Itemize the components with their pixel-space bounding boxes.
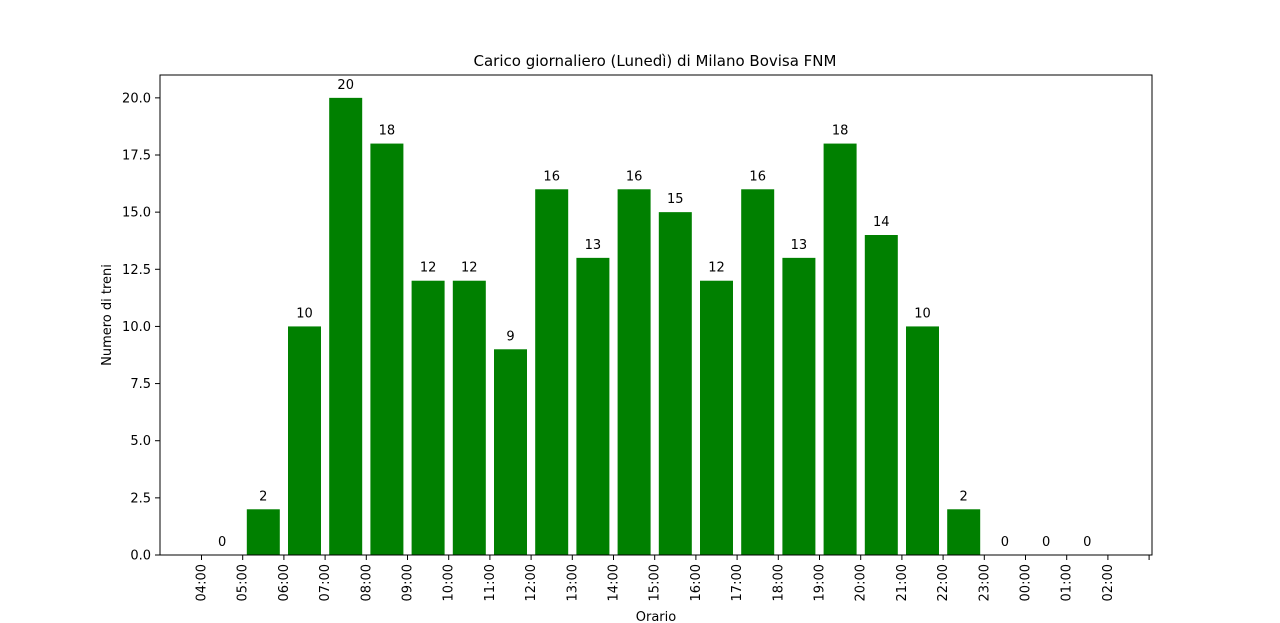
y-tick-label: 7.5 (130, 377, 151, 392)
chart-title: Carico giornaliero (Lunedì) di Milano Bo… (474, 52, 837, 70)
data-label-23:00: 0 (1001, 535, 1009, 550)
bar-05:00 (246, 509, 280, 555)
y-tick-label: 20.0 (122, 91, 151, 106)
x-tick-label: 15:00 (648, 564, 663, 601)
data-label-07:00: 20 (337, 78, 354, 93)
data-label-15:00: 15 (667, 192, 684, 207)
bar-07:00 (329, 97, 363, 555)
data-label-19:00: 18 (832, 124, 849, 139)
data-label-01:00: 0 (1083, 535, 1091, 550)
x-tick-label: 04:00 (195, 564, 210, 601)
y-tick-label: 17.5 (122, 149, 151, 164)
data-label-10:00: 12 (461, 261, 478, 276)
y-tick-label: 0.0 (130, 549, 151, 564)
x-tick-label: 23:00 (977, 564, 992, 601)
data-label-09:00: 12 (420, 261, 437, 276)
x-tick-label: 06:00 (277, 564, 292, 601)
y-tick-label: 15.0 (122, 206, 151, 221)
bar-18:00 (782, 257, 816, 555)
bar-19:00 (823, 143, 857, 556)
x-tick-label: 09:00 (401, 564, 416, 601)
x-tick-label: 10:00 (442, 564, 457, 601)
data-label-00:00: 0 (1042, 535, 1050, 550)
y-tick-label: 2.5 (130, 491, 151, 506)
data-label-22:00: 2 (960, 489, 968, 504)
x-tick-label: 22:00 (936, 564, 951, 601)
bar-15:00 (658, 212, 692, 555)
data-label-14:00: 16 (626, 169, 643, 184)
data-label-13:00: 13 (585, 238, 602, 253)
bar-16:00 (700, 280, 733, 555)
data-label-16:00: 12 (708, 261, 725, 276)
y-tick-label: 10.0 (122, 320, 151, 335)
x-tick-label: 19:00 (813, 564, 828, 601)
x-tick-label: 12:00 (524, 564, 539, 601)
x-tick-label: 07:00 (318, 564, 333, 601)
y-tick-label: 12.5 (122, 263, 151, 278)
x-tick-label: 20:00 (854, 564, 869, 601)
bar-09:00 (411, 280, 445, 555)
bar-12:00 (535, 189, 569, 556)
data-label-11:00: 9 (506, 329, 514, 344)
bar-22:00 (947, 509, 981, 555)
bar-21:00 (906, 326, 939, 555)
data-label-06:00: 10 (296, 306, 313, 321)
bar-13:00 (576, 257, 610, 555)
data-label-08:00: 18 (379, 124, 396, 139)
y-axis-label: Numero di treni (100, 264, 115, 366)
x-tick-label: 00:00 (1019, 564, 1034, 601)
x-axis-label: Orario (636, 610, 677, 623)
x-axis: 04:00 05:00 06:00 07:00 08:00 09:00 10:00 11:00… (195, 555, 1150, 601)
plot-frame (159, 74, 1153, 556)
x-tick-label: 01:00 (1060, 564, 1075, 601)
data-label-05:00: 2 (259, 489, 267, 504)
x-tick-label: 05:00 (236, 564, 251, 601)
bar-08:00 (370, 143, 404, 556)
x-tick-label: 11:00 (483, 564, 498, 601)
bar-06:00 (288, 326, 321, 555)
x-tick-label: 21:00 (895, 564, 910, 601)
x-tick-label: 02:00 (1101, 564, 1116, 601)
bar-11:00 (494, 349, 527, 555)
x-tick-label: 14:00 (607, 564, 622, 601)
bar-17:00 (741, 189, 775, 556)
data-label-20:00: 14 (873, 215, 890, 230)
bar-20:00 (864, 235, 898, 555)
data-label-04:00: 0 (218, 535, 226, 550)
data-label-18:00: 13 (791, 238, 808, 253)
y-axis: 0.0 2.5 5.0 7.5 10.0 12.5 15.0 17.5 20.0 (122, 91, 160, 564)
data-label-21:00: 10 (914, 306, 931, 321)
y-tick-label: 5.0 (130, 434, 151, 449)
x-tick-label: 17:00 (730, 564, 745, 601)
data-label-17:00: 16 (749, 169, 766, 184)
bars-group (246, 97, 981, 556)
x-tick-label: 16:00 (689, 564, 704, 601)
data-label-12:00: 16 (543, 169, 560, 184)
x-tick-label: 13:00 (565, 564, 580, 601)
x-tick-label: 18:00 (771, 564, 786, 601)
x-tick-label: 08:00 (359, 564, 374, 601)
bar-10:00 (452, 280, 486, 555)
bar-14:00 (617, 189, 651, 556)
